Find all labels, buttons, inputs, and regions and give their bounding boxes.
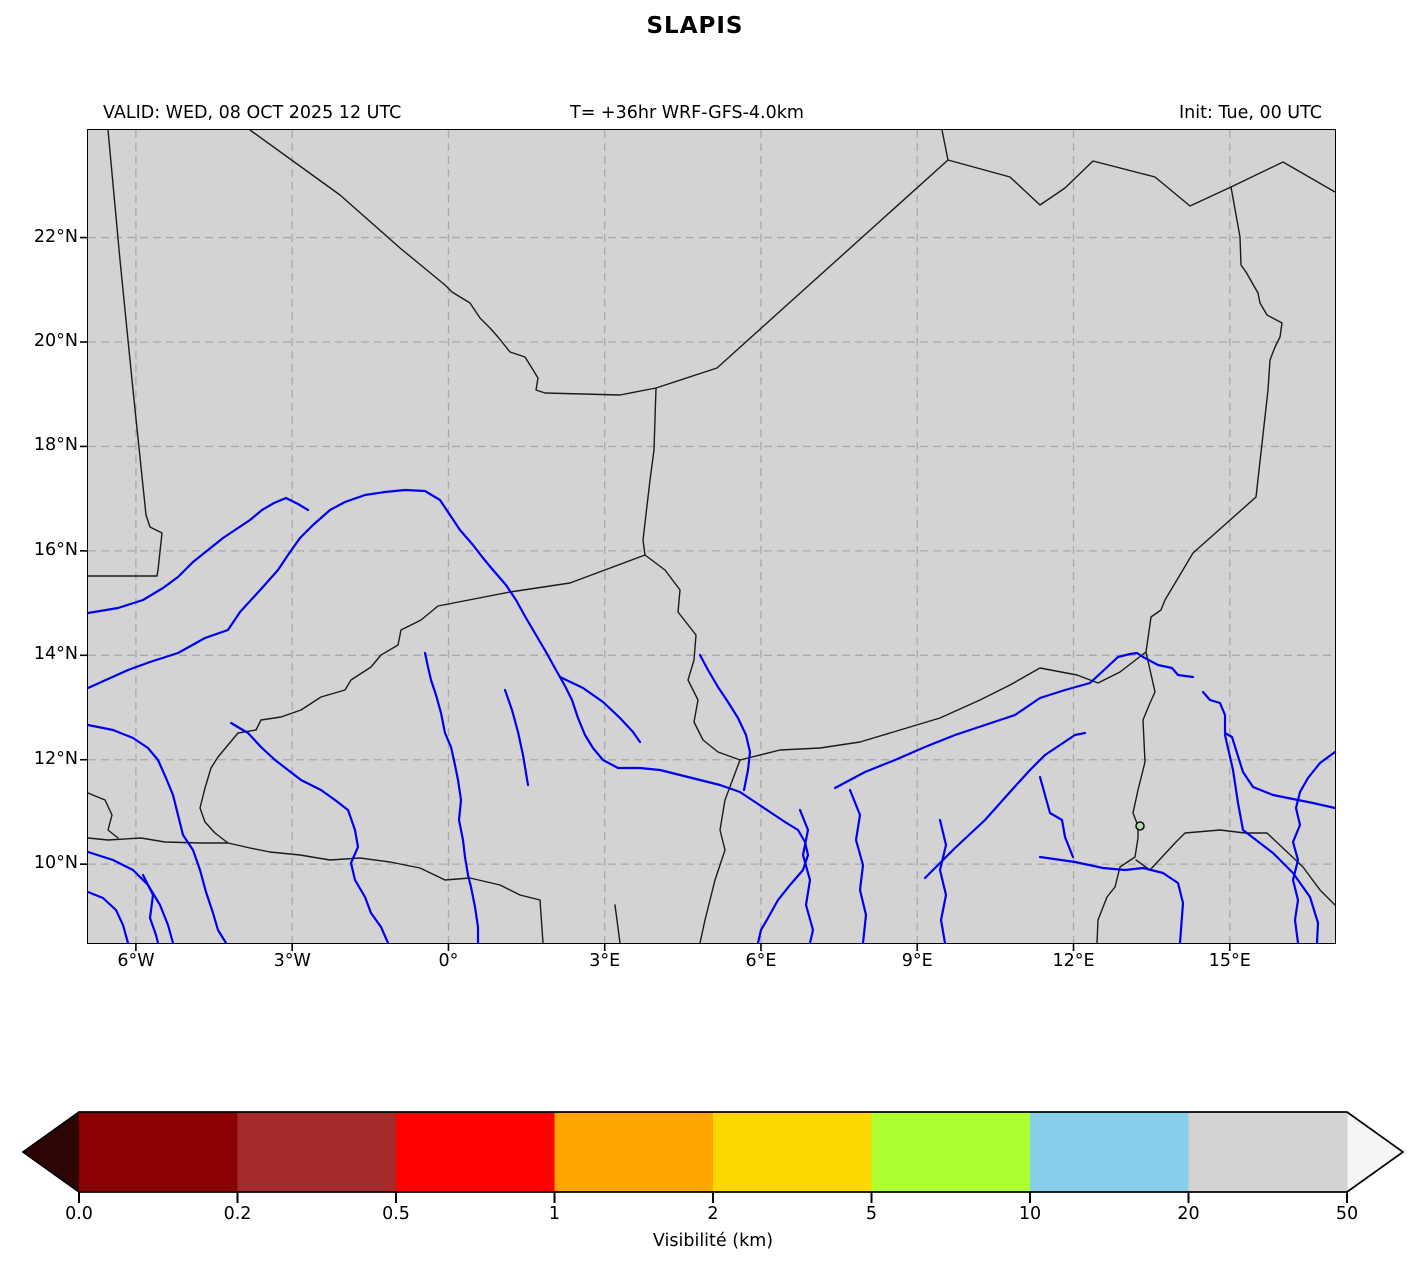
lon-tick-label: 3°W [273, 951, 311, 971]
colorbar [21, 1111, 1405, 1203]
station-marker [1135, 821, 1145, 831]
map-svg [80, 129, 1337, 951]
colorbar-tick-label: 0.5 [382, 1204, 410, 1224]
river-sokoto [798, 808, 815, 945]
valid-time-label: VALID: WED, 08 OCT 2025 12 UTC [103, 103, 402, 123]
lon-tick-label: 9°E [901, 951, 933, 971]
lat-tick-label: 14°N [33, 644, 78, 665]
border-algeria-libya [941, 129, 949, 161]
border-ivorycoast-ghana [87, 837, 544, 944]
colorbar-tick-label: 5 [865, 1204, 878, 1224]
colorbar-tick-label: 10 [1018, 1204, 1042, 1224]
border-togo-benin [614, 904, 621, 944]
river-niger-main [86, 488, 810, 945]
river-dallol [698, 653, 752, 792]
border-algeria-niger [249, 129, 1336, 396]
forecast-model-label: T= +36hr WRF-GFS-4.0km [570, 103, 804, 123]
border-niger-nigeria [739, 651, 1147, 761]
river-rima [848, 788, 868, 945]
lon-tick-label: 6°E [745, 951, 777, 971]
lat-tick-label: 16°N [33, 539, 78, 560]
river-chad-east [1201, 690, 1337, 810]
river-benue-north [1038, 855, 1185, 945]
border-mauritania-mali [87, 129, 163, 577]
colorbar-segment [713, 1112, 873, 1192]
river-mouhoun-upper [503, 688, 530, 787]
lon-tick-label: 6°W [117, 951, 155, 971]
border-burkina-niger-benin [644, 554, 741, 761]
river-hadejia [938, 818, 948, 945]
river-sw-3 [86, 890, 130, 945]
lat-tick-label: 20°N [33, 330, 78, 351]
lon-tick-label: 12°E [1052, 951, 1095, 971]
lon-tick-label: 0° [438, 951, 459, 971]
river-niger-north-branch [86, 496, 310, 615]
colorbar-segment [1030, 1112, 1190, 1192]
lat-tick-label: 18°N [33, 435, 78, 456]
river-white-volta [423, 651, 480, 945]
colorbar-tick-label: 0.2 [223, 1204, 252, 1224]
border-lake-chad-region [1135, 829, 1336, 906]
colorbar-tick-label: 2 [707, 1204, 719, 1224]
colorbar-segment [79, 1112, 239, 1192]
river-sirba [558, 675, 642, 744]
colorbar-over-arrow [1347, 1112, 1403, 1192]
colorbar-segment [396, 1112, 556, 1192]
lon-tick-label: 15°E [1208, 951, 1251, 971]
colorbar-segment [554, 1112, 714, 1192]
page-title: SLAPIS [646, 13, 744, 39]
colorbar-segment [1188, 1112, 1348, 1192]
river-komadugu-gana [923, 731, 1087, 880]
lat-tick-label: 22°N [33, 226, 78, 247]
colorbar-segment [237, 1112, 397, 1192]
colorbar-segment [871, 1112, 1031, 1192]
axis-tick-marks [80, 236, 1231, 951]
colorbar-title: Visibilité (km) [652, 1231, 774, 1251]
graticule-gridlines [88, 130, 1335, 943]
river-chari-branch [1223, 733, 1320, 945]
river-komadugu-yobe [833, 651, 1195, 790]
map-plot-area [80, 129, 1337, 951]
colorbar-tick-label: 20 [1177, 1204, 1200, 1224]
colorbar-tick-label: 50 [1335, 1204, 1359, 1224]
init-time-label: Init: Tue, 00 UTC [1179, 103, 1322, 123]
colorbar-under-arrow [23, 1112, 79, 1192]
river-gongola [1038, 775, 1075, 859]
lat-tick-label: 12°N [33, 748, 78, 769]
rivers [86, 488, 1337, 945]
river-far-east [1291, 750, 1337, 945]
border-guinea-mali [87, 792, 119, 839]
lat-tick-label: 10°N [33, 853, 78, 874]
colorbar-tick-label: 1 [548, 1204, 561, 1224]
border-niger-chad [1096, 186, 1283, 944]
river-bani [86, 723, 228, 945]
border-benin-nigeria [699, 759, 741, 944]
colorbar-tick-label: 0.0 [65, 1204, 93, 1224]
river-sw-2 [141, 873, 160, 945]
country-borders [87, 129, 1336, 944]
lon-tick-label: 3°E [589, 951, 621, 971]
river-black-volta [229, 721, 390, 945]
border-mali-niger-burkina [199, 387, 657, 844]
